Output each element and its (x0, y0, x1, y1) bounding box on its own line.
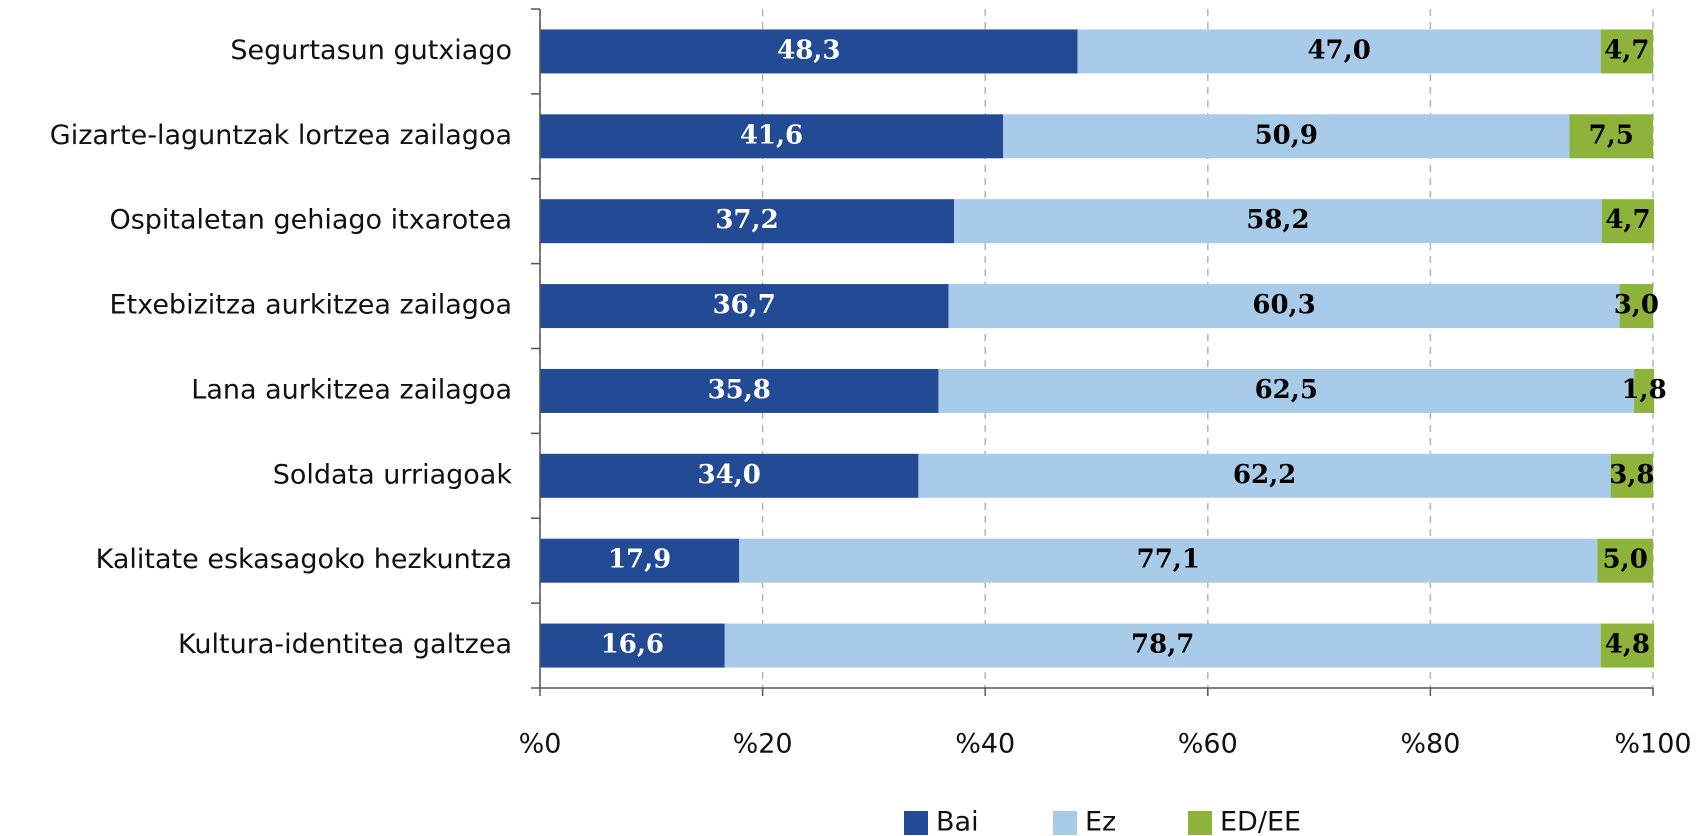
bar-segment (540, 623, 725, 668)
category-label: Gizarte-laguntzak lortzea zailagoa (50, 120, 512, 151)
bar-segment (540, 368, 939, 413)
value-label: 3,0 (1614, 290, 1659, 320)
bar-segment (938, 368, 1635, 413)
category-label: Kalitate eskasagoko hezkuntza (96, 544, 512, 575)
x-tick-label: %100 (1614, 729, 1691, 760)
legend-swatch (1053, 811, 1077, 835)
value-label: 3,8 (1609, 460, 1654, 490)
category-label: Kultura-identitea galtzea (178, 629, 512, 660)
value-label: 58,2 (1246, 205, 1309, 235)
value-label: 4,7 (1604, 35, 1649, 65)
category-label: Soldata urriagoak (273, 459, 513, 490)
bar-segment (1003, 114, 1570, 159)
value-label: 34,0 (698, 460, 761, 490)
value-label: 48,3 (777, 35, 840, 65)
legend-label: ED/EE (1220, 807, 1301, 836)
value-label: 7,5 (1589, 120, 1634, 150)
bar-segment (954, 199, 1602, 244)
x-tick-label: %0 (519, 729, 562, 760)
bar-segment (540, 199, 955, 244)
value-label: 47,0 (1307, 35, 1370, 65)
category-label: Etxebizitza aurkitzea zailagoa (110, 290, 512, 321)
legend-swatch (1188, 811, 1212, 835)
bar-segment (540, 114, 1004, 159)
value-label: 77,1 (1137, 545, 1200, 575)
category-label: Segurtasun gutxiago (230, 35, 512, 66)
value-label: 36,7 (713, 290, 776, 320)
value-label: 16,6 (601, 630, 664, 660)
legend-swatch (904, 811, 928, 835)
bar-segment (724, 623, 1601, 668)
bar-segment (1600, 29, 1653, 74)
bar-segment (1610, 453, 1653, 498)
bar-segment (540, 453, 919, 498)
x-tick-label: %60 (1178, 729, 1238, 760)
bar-segment (918, 453, 1611, 498)
value-label: 1,8 (1621, 375, 1666, 405)
value-label: 41,6 (740, 120, 803, 150)
value-label: 35,8 (708, 375, 771, 405)
bar-segment (540, 284, 949, 329)
legend-label: Ez (1085, 807, 1116, 836)
bar-segment (540, 29, 1078, 74)
bar-segment (1601, 199, 1655, 244)
legend-label: Bai (936, 807, 979, 836)
x-tick-label: %20 (733, 729, 793, 760)
bar-segment (540, 538, 740, 583)
value-label: 5,0 (1603, 545, 1648, 575)
category-label: Ospitaletan gehiago itxarotea (109, 205, 512, 236)
category-label: Lana aurkitzea zailagoa (191, 374, 512, 405)
x-tick-label: %80 (1400, 729, 1460, 760)
value-label: 60,3 (1252, 290, 1315, 320)
bar-segment (1597, 538, 1653, 583)
bar-segment (1600, 623, 1655, 668)
bar-segment (739, 538, 1598, 583)
value-label: 37,2 (715, 205, 778, 235)
value-label: 50,9 (1255, 120, 1318, 150)
bar-segment (948, 284, 1620, 329)
bar-segment (1634, 368, 1655, 413)
value-label: 4,7 (1605, 205, 1650, 235)
bar-segment (1619, 284, 1653, 329)
value-label: 4,8 (1605, 630, 1650, 660)
value-label: 62,5 (1255, 375, 1318, 405)
bar-segment (1077, 29, 1601, 74)
value-label: 78,7 (1131, 630, 1194, 660)
value-label: 62,2 (1233, 460, 1296, 490)
x-tick-label: %40 (955, 729, 1015, 760)
value-label: 17,9 (608, 545, 671, 575)
bar-segment (1569, 114, 1653, 159)
